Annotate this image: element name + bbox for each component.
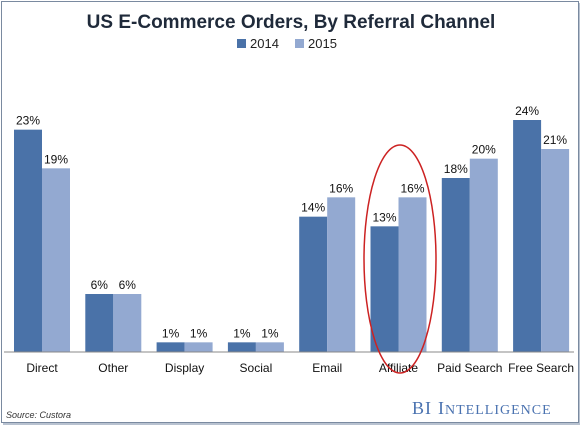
chart-title: US E-Commerce Orders, By Referral Channe… xyxy=(87,12,496,33)
value-label-direct-2015: 19% xyxy=(44,152,68,166)
bar-affiliate-2014 xyxy=(370,226,399,352)
bar-other-2014 xyxy=(85,294,114,352)
value-label-paid-search-2015: 20% xyxy=(472,143,496,157)
value-label-affiliate-2015: 16% xyxy=(400,181,424,195)
bar-email-2015 xyxy=(327,197,356,352)
brand-logo: BI INTELLIGENCE xyxy=(412,398,552,418)
category-label-email: Email xyxy=(312,361,342,375)
category-label-social: Social xyxy=(240,361,273,375)
value-label-other-2015: 6% xyxy=(119,278,137,292)
highlight-ellipse xyxy=(363,144,437,374)
bar-paid-search-2014 xyxy=(441,178,470,352)
bar-free-search-2015 xyxy=(541,149,570,352)
bars-group xyxy=(14,120,570,352)
bar-free-search-2014 xyxy=(513,120,542,352)
bar-direct-2015 xyxy=(42,168,70,352)
category-label-paid-search: Paid Search xyxy=(437,361,502,375)
legend-swatch-2015 xyxy=(295,39,304,48)
legend-swatch-2014 xyxy=(237,39,246,48)
category-labels-group: Direct Other Display Social Email Affiliate Pa… xyxy=(26,361,574,375)
legend: 2014 2015 xyxy=(237,36,337,51)
value-label-paid-search-2014: 18% xyxy=(444,162,468,176)
value-label-email-2015: 16% xyxy=(329,181,353,195)
source-note: Source: Custora xyxy=(6,410,71,420)
value-label-social-2014: 1% xyxy=(233,326,251,340)
value-label-affiliate-2014: 13% xyxy=(372,210,396,224)
value-label-email-2014: 14% xyxy=(301,201,325,215)
category-label-other: Other xyxy=(98,361,128,375)
bar-other-2015 xyxy=(113,294,142,352)
legend-label-2015: 2015 xyxy=(308,36,337,51)
bar-display-2015 xyxy=(184,342,213,352)
bar-direct-2014 xyxy=(14,129,42,352)
value-label-direct-2014: 23% xyxy=(16,114,40,128)
bar-email-2014 xyxy=(299,216,328,352)
bar-affiliate-2015 xyxy=(398,197,427,352)
category-label-free-search: Free Search xyxy=(508,361,574,375)
bar-social-2014 xyxy=(227,342,256,352)
value-label-display-2015: 1% xyxy=(190,326,208,340)
value-label-social-2015: 1% xyxy=(261,326,279,340)
bar-social-2015 xyxy=(255,342,284,352)
category-label-affiliate: Affiliate xyxy=(379,361,418,375)
value-label-display-2014: 1% xyxy=(162,326,180,340)
legend-label-2014: 2014 xyxy=(250,36,279,51)
value-labels-group: 23% 19% 6% 6% 1% 1% 1% 1% 14% 16% 13% 16% 18% 20% 24% 2… xyxy=(16,104,567,340)
value-label-free-search-2015: 21% xyxy=(543,133,567,147)
value-label-other-2014: 6% xyxy=(91,278,109,292)
bar-display-2014 xyxy=(156,342,185,352)
bar-paid-search-2015 xyxy=(469,158,498,352)
value-label-free-search-2014: 24% xyxy=(515,104,539,118)
category-label-display: Display xyxy=(165,361,204,375)
category-label-direct: Direct xyxy=(26,361,58,375)
